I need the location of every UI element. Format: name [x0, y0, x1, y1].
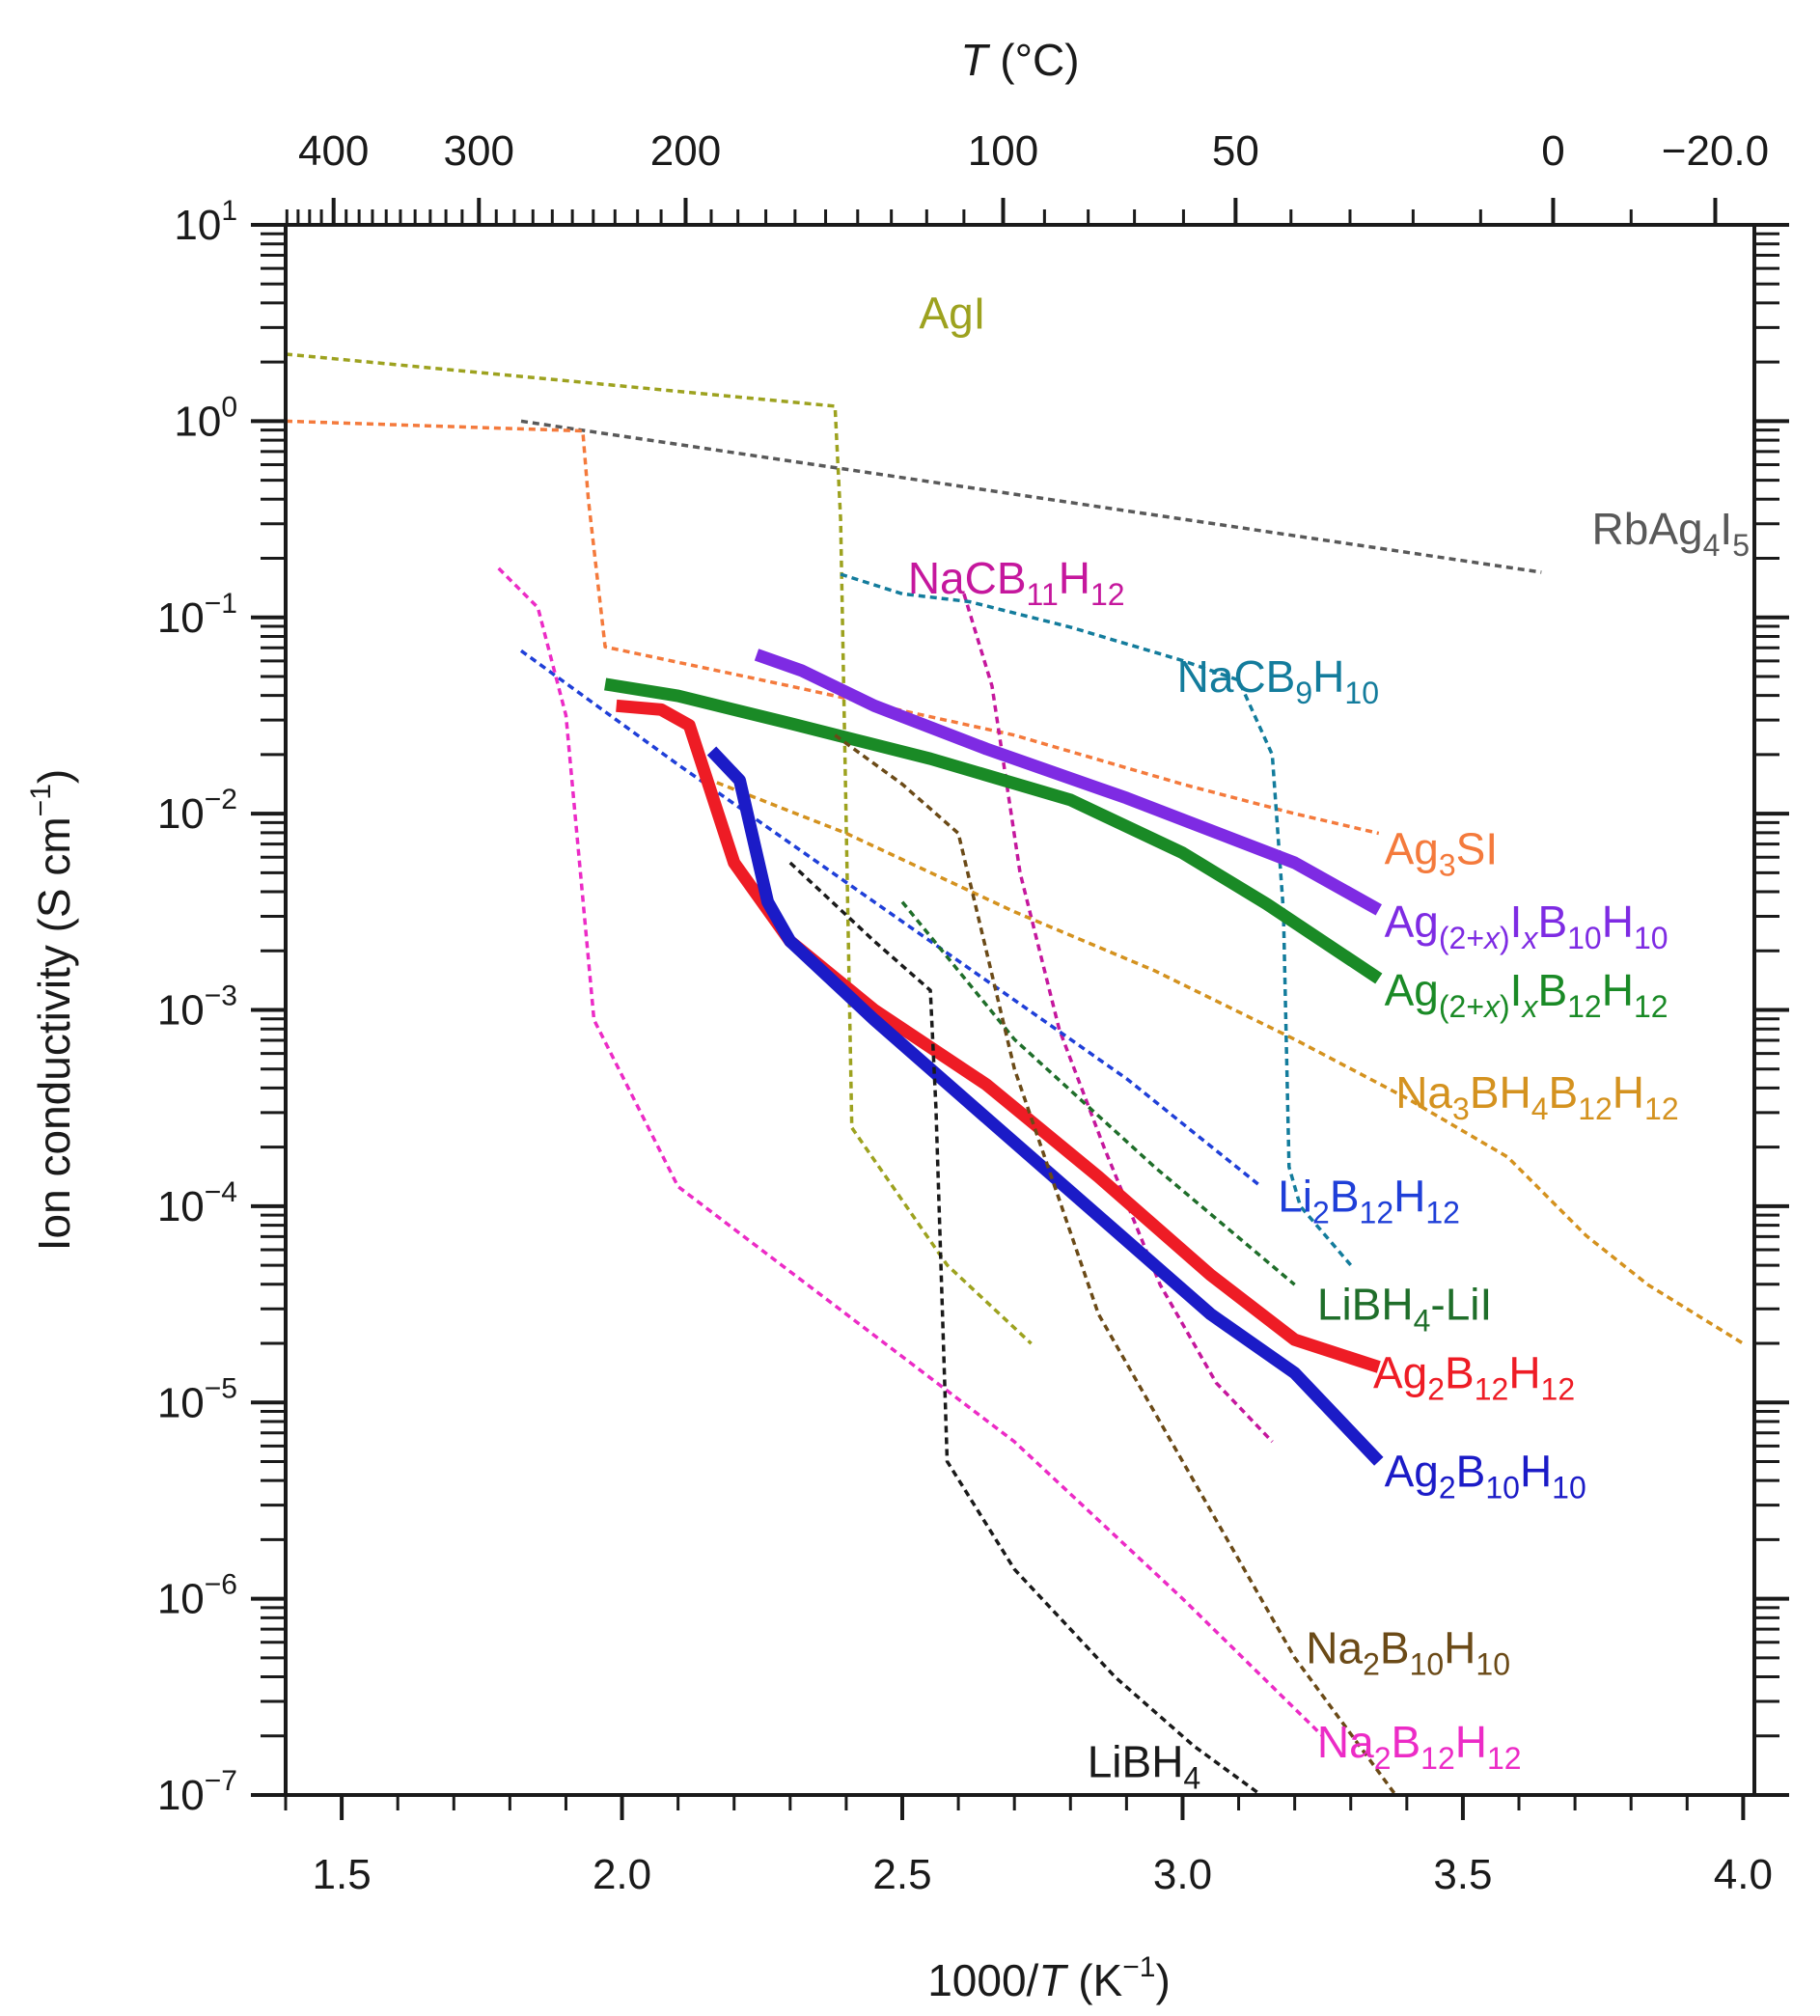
- series-line-Na2B10H10: [834, 733, 1397, 1797]
- series-line-Ag3SI: [285, 419, 1380, 836]
- series-line-RbAg4I5: [520, 419, 1542, 574]
- axis-labels: 1.5 2.0 2.5 3.0 3.5 4.0 101 100 10−1 10−2 10−3 10−4…: [25, 35, 1773, 2005]
- y-tick-label: 10−5: [157, 1372, 237, 1426]
- y-tick-label: 10−3: [157, 980, 237, 1035]
- x-tick-label: 2.0: [593, 1851, 651, 1898]
- top-tick-label: 300: [444, 127, 514, 175]
- series-label: Li2B12H12: [1278, 1172, 1460, 1230]
- series-line-AgI: [285, 352, 1033, 1345]
- y-tick-label: 100: [174, 391, 237, 445]
- series-line-Na3BH4B12H12: [705, 776, 1745, 1345]
- series-label: NaCB9H10: [1177, 651, 1379, 710]
- series-label: Ag2B10H10: [1385, 1446, 1586, 1505]
- plot-frame: [284, 223, 1756, 1797]
- series-line-NaCB9H10: [840, 572, 1353, 1267]
- x-tick-label: 4.0: [1714, 1851, 1773, 1898]
- x-axis-label: 1000/T (K−1): [927, 1951, 1171, 2005]
- series-line-Na2B12H12: [497, 566, 1324, 1738]
- series-label: AgI: [919, 289, 985, 339]
- series-label: LiBH4: [1088, 1736, 1201, 1795]
- y-tick-label: 101: [174, 195, 237, 249]
- top-axis-label: T (°C): [960, 35, 1079, 85]
- series-line-Ag2B12H12: [616, 699, 1381, 1373]
- y-tick-label: 10−6: [157, 1569, 237, 1623]
- series-label: Na2B10H10: [1306, 1622, 1510, 1681]
- series-label: RbAg4I5: [1592, 504, 1750, 563]
- top-tick-label: 0: [1541, 127, 1564, 175]
- series-line-LiBH4: [788, 861, 1262, 1797]
- series-label: Ag(2+x)IxB10H10: [1385, 897, 1668, 955]
- series-line-Ag(2+x)IxB10H10: [754, 649, 1382, 916]
- series-line-Ag2B10H10: [706, 746, 1384, 1466]
- y-tick-label: 10−7: [157, 1765, 237, 1819]
- series-label: LiBH4-LiI: [1317, 1280, 1492, 1339]
- series-label: Ag3SI: [1385, 824, 1499, 883]
- top-tick-label: 100: [968, 127, 1038, 175]
- x-tick-label: 1.5: [313, 1851, 372, 1898]
- series-label: NaCB11H12: [908, 553, 1125, 612]
- plot-series: [285, 352, 1745, 1797]
- top-tick-label: −20.0: [1662, 127, 1769, 175]
- top-tick-label: 50: [1212, 127, 1259, 175]
- y-axis-label: Ion conductivity (S cm−1): [25, 769, 79, 1251]
- y-tick-label: 10−2: [157, 784, 237, 838]
- top-tick-label: 200: [650, 127, 721, 175]
- series-line-Ag(2+x)IxB12H12: [604, 677, 1383, 984]
- axis-ticks: [251, 198, 1789, 1820]
- y-tick-label: 10−1: [157, 588, 237, 642]
- series-label: Na3BH4B12H12: [1395, 1067, 1678, 1126]
- x-tick-label: 3.0: [1153, 1851, 1212, 1898]
- x-tick-label: 2.5: [872, 1851, 931, 1898]
- series-label: Na2B12H12: [1317, 1717, 1522, 1776]
- series-label: Ag2B12H12: [1373, 1348, 1575, 1407]
- x-tick-label: 3.5: [1433, 1851, 1492, 1898]
- series-line-LiBH4-LiI: [900, 900, 1296, 1286]
- series-line-NaCB11H12: [962, 593, 1274, 1444]
- series-labels: AgI RbAg4I5 Ag3SI NaCB11H12 NaCB9H10 Ag(2+x)I…: [908, 289, 1750, 1796]
- y-tick-label: 10−4: [157, 1176, 237, 1230]
- series-line-Li2B12H12: [519, 649, 1262, 1188]
- series-label: Ag(2+x)IxB12H12: [1385, 965, 1668, 1024]
- top-tick-label: 400: [298, 127, 369, 175]
